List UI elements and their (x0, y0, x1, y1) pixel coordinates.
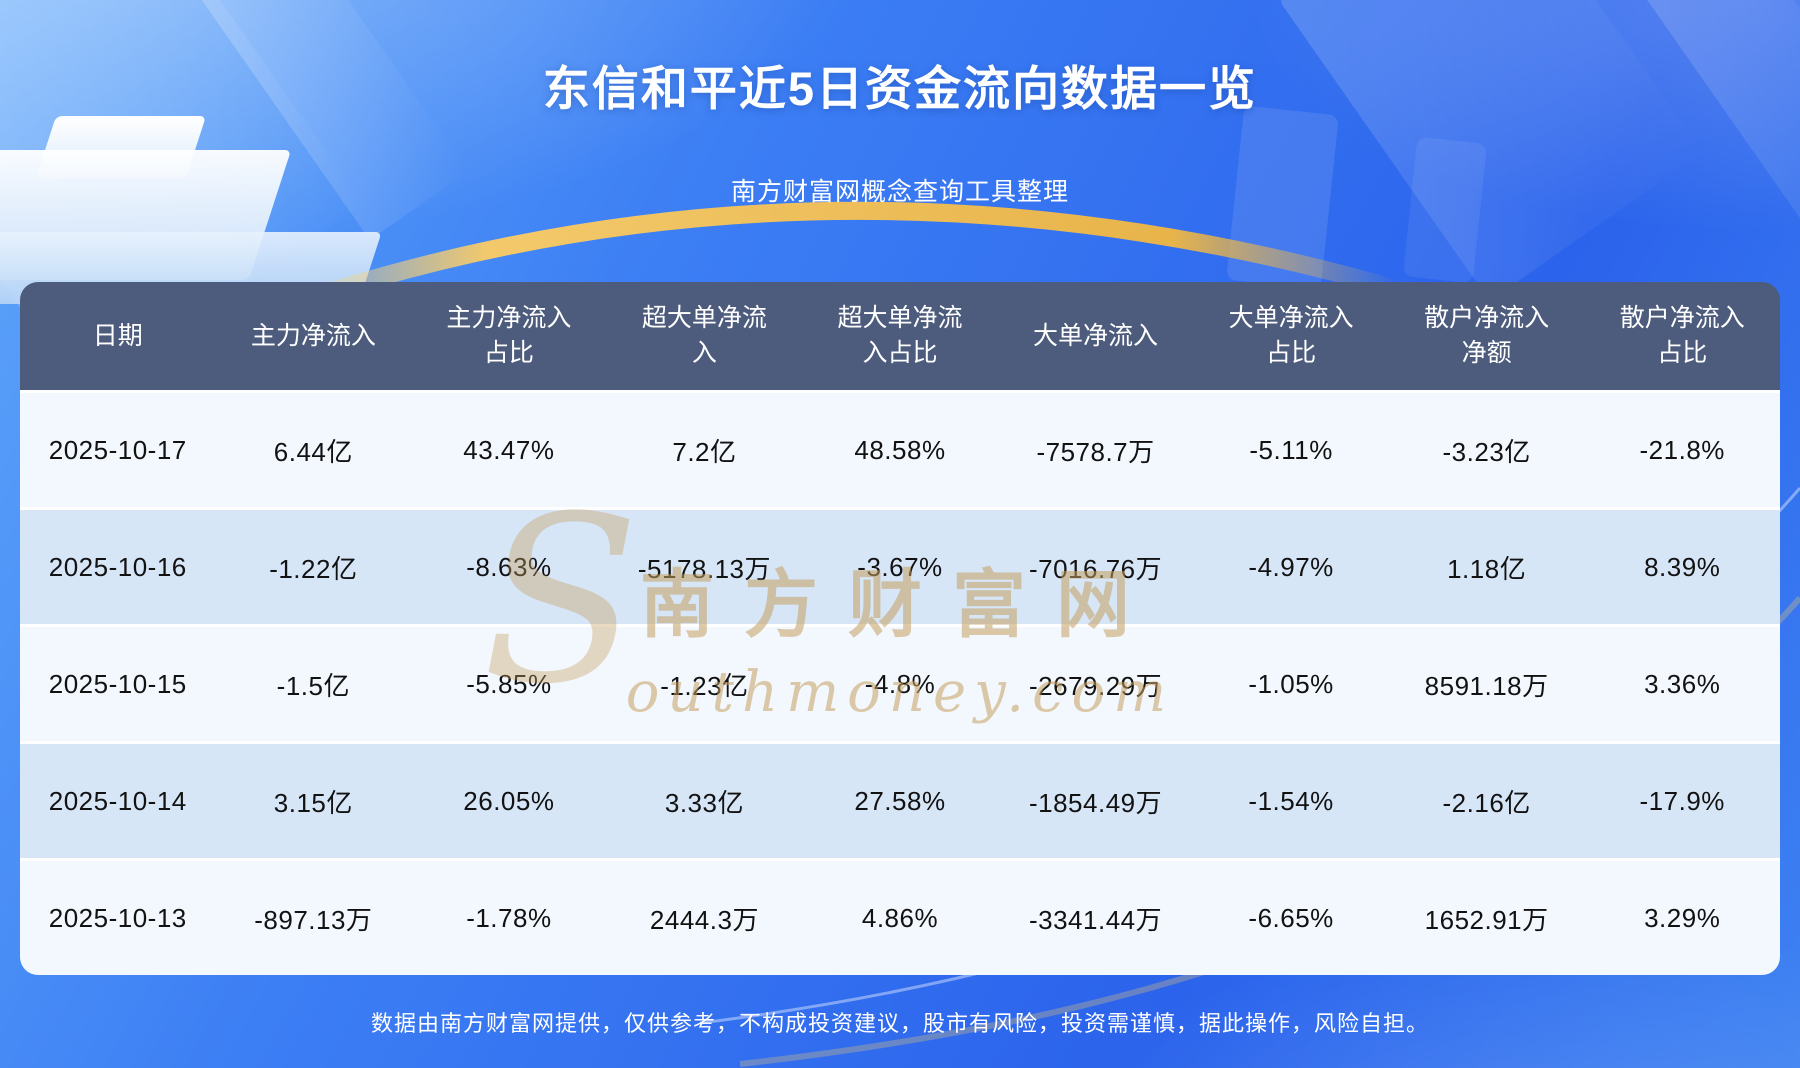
table-row: 2025-10-16 -1.22亿 -8.63% -5178.13万 -3.67% -70… (20, 507, 1780, 624)
decor-panel (1402, 136, 1488, 284)
table-cell: 2025-10-15 (48, 668, 187, 699)
table-cell: 3.33亿 (664, 787, 744, 818)
table-cell: -3341.44万 (1028, 904, 1163, 935)
table-cell: 3.29% (1644, 902, 1721, 933)
table-cell: -5.85% (466, 668, 552, 699)
table-cell: 3.15亿 (273, 787, 353, 818)
table-cell: -5.11% (1249, 434, 1333, 465)
table-cell: 48.58% (854, 434, 946, 465)
column-header: 超大单净流 入占比 (837, 304, 963, 367)
table-cell: -3.23亿 (1442, 436, 1531, 467)
table-cell: -2679.29万 (1028, 670, 1163, 701)
table-cell: 2025-10-14 (48, 785, 187, 816)
table-cell: 2025-10-16 (48, 551, 187, 582)
table-cell: -1854.49万 (1028, 787, 1163, 818)
table-row: 2025-10-14 3.15亿 26.05% 3.33亿 27.58% -1854.49… (20, 741, 1780, 858)
table-cell: -897.13万 (254, 904, 373, 935)
table-cell: 26.05% (463, 785, 555, 816)
table-cell: 8.39% (1644, 551, 1721, 582)
table-cell: -1.5亿 (276, 670, 350, 701)
table-cell: -3.67% (857, 551, 943, 582)
footer-disclaimer: 数据由南方财富网提供，仅供参考，不构成投资建议，股市有风险，投资需谨慎，据此操作… (370, 1011, 1429, 1036)
table-cell: 8591.18万 (1424, 670, 1549, 701)
column-header: 散户净流入 占比 (1619, 304, 1745, 367)
table-cell: -4.97% (1248, 551, 1334, 582)
table-header-row: 日期 主力净流入 主力净流入 占比 超大单净流 入 超大单净流 入占比 大单净流入 大单净流… (20, 282, 1780, 390)
column-header: 超大单净流 入 (641, 304, 767, 367)
table-cell: -21.8% (1639, 434, 1725, 465)
column-header: 主力净流入 占比 (446, 304, 572, 367)
table-cell: 27.58% (854, 785, 946, 816)
table-cell: -1.78% (466, 902, 552, 933)
table-cell: -4.8% (864, 668, 936, 699)
gold-arc-decoration (251, 201, 1409, 324)
table-cell: -5178.13万 (637, 553, 772, 584)
page-subtitle: 南方财富网概念查询工具整理 (730, 178, 1069, 206)
table-cell: 2025-10-13 (48, 902, 187, 933)
table-cell: -7016.76万 (1028, 553, 1163, 584)
table-cell: 7.2亿 (672, 436, 737, 467)
table-cell: 1.18亿 (1447, 553, 1527, 584)
column-header: 日期 (92, 321, 143, 350)
table-cell: 2025-10-17 (48, 434, 187, 465)
table-cell: -1.54% (1248, 785, 1334, 816)
table-cell: -8.63% (466, 551, 552, 582)
table-cell: 43.47% (463, 434, 555, 465)
table-cell: -1.23亿 (660, 670, 749, 701)
table-cell: -17.9% (1639, 785, 1725, 816)
column-header: 主力净流入 (250, 321, 376, 350)
table-cell: -2.16亿 (1442, 787, 1531, 818)
table-cell: 1652.91万 (1424, 904, 1549, 935)
column-header: 散户净流入 净额 (1424, 304, 1550, 367)
table-body: 2025-10-17 6.44亿 43.47% 7.2亿 48.58% -7578.7万 -… (20, 390, 1780, 975)
table-cell: 2444.3万 (649, 904, 759, 935)
table-row: 2025-10-17 6.44亿 43.47% 7.2亿 48.58% -7578.7万 -… (20, 390, 1780, 507)
table-cell: -6.65% (1248, 902, 1334, 933)
column-header: 大单净流入 占比 (1228, 304, 1354, 367)
table-row: 2025-10-13 -897.13万 -1.78% 2444.3万 4.86% -334… (20, 858, 1780, 975)
page-title: 东信和平近5日资金流向数据一览 (542, 62, 1258, 115)
fund-flow-table: 日期 主力净流入 主力净流入 占比 超大单净流 入 超大单净流 入占比 大单净流入 大单净流… (20, 282, 1780, 975)
column-header: 大单净流入 (1033, 321, 1159, 350)
table-cell: 3.36% (1644, 668, 1721, 699)
table-cell: -1.05% (1248, 668, 1334, 699)
table-cell: -7578.7万 (1036, 436, 1155, 467)
table-row: 2025-10-15 -1.5亿 -5.85% -1.23亿 -4.8% -2679.29… (20, 624, 1780, 741)
table-cell: 4.86% (861, 902, 939, 933)
table-cell: -1.22亿 (269, 553, 358, 584)
table-cell: 6.44亿 (273, 436, 353, 467)
